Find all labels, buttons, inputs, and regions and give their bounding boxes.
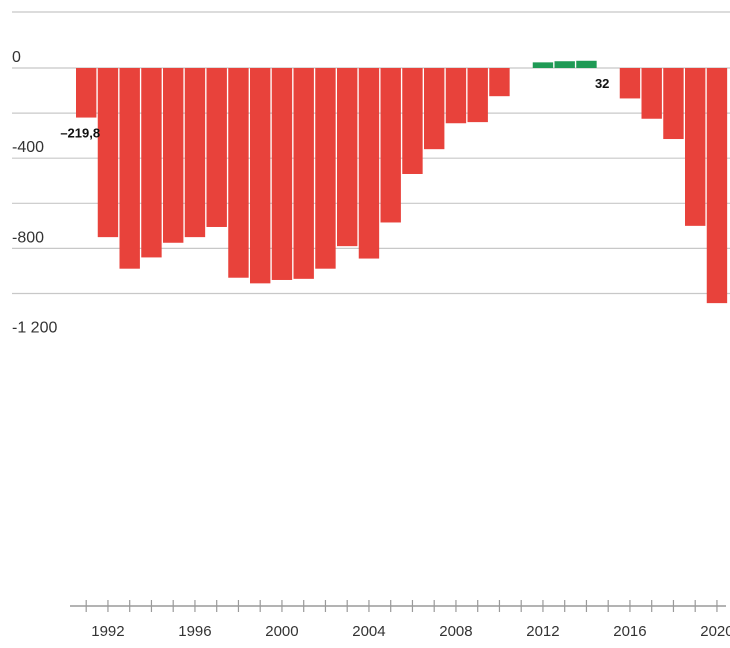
y-tick-label: -1 200 bbox=[12, 320, 57, 337]
bar-2006 bbox=[402, 68, 423, 174]
x-axis bbox=[70, 600, 726, 612]
bar-2010 bbox=[489, 68, 510, 97]
data-label: –1 042,7 bbox=[702, 0, 730, 3]
bar-2013 bbox=[554, 61, 575, 68]
bar-2005 bbox=[380, 68, 401, 223]
bar-2014 bbox=[576, 60, 597, 68]
x-tick-label: 2008 bbox=[439, 623, 472, 640]
bar-2012 bbox=[532, 62, 554, 68]
data-label: 32 bbox=[595, 76, 609, 91]
x-tick-label: 2016 bbox=[613, 623, 646, 640]
bar-1997 bbox=[206, 68, 227, 227]
y-tick-label: -400 bbox=[12, 139, 44, 156]
bar-2009 bbox=[467, 68, 488, 123]
bar-2016 bbox=[619, 68, 641, 99]
bar-2000 bbox=[271, 68, 293, 280]
bar-2017 bbox=[641, 68, 662, 119]
bar-2007 bbox=[424, 68, 445, 150]
x-tick-label: 1992 bbox=[91, 623, 124, 640]
bars-layer bbox=[76, 60, 728, 304]
bar-1994 bbox=[141, 68, 162, 258]
bar-2008 bbox=[445, 68, 467, 124]
x-tick-label: 2012 bbox=[526, 623, 559, 640]
y-tick-label: 0 bbox=[12, 49, 21, 66]
x-tick-label: 2004 bbox=[352, 623, 385, 640]
bar-2003 bbox=[337, 68, 358, 247]
bar-2019 bbox=[685, 68, 706, 226]
bar-2002 bbox=[315, 68, 336, 269]
bar-1999 bbox=[250, 68, 271, 284]
bar-1991 bbox=[76, 68, 97, 118]
y-tick-label: -800 bbox=[12, 229, 44, 246]
x-tick-label: 2000 bbox=[265, 623, 298, 640]
bar-1995 bbox=[163, 68, 184, 243]
bar-2001 bbox=[293, 68, 314, 279]
bar-1998 bbox=[228, 68, 249, 278]
bar-2004 bbox=[358, 68, 380, 259]
bar-2018 bbox=[663, 68, 684, 140]
x-tick-label: 1996 bbox=[178, 623, 211, 640]
bar-1993 bbox=[119, 68, 140, 269]
x-tick-label: 2020 bbox=[700, 623, 730, 640]
bar-1996 bbox=[184, 68, 206, 238]
bar-1992 bbox=[97, 68, 119, 238]
data-label: –219,8 bbox=[60, 126, 100, 141]
labels-layer: 0 -400 -800 -1 200 1992 1996 2000 2004 2008 2012 2… bbox=[12, 0, 730, 640]
bar-2020 bbox=[706, 68, 728, 304]
